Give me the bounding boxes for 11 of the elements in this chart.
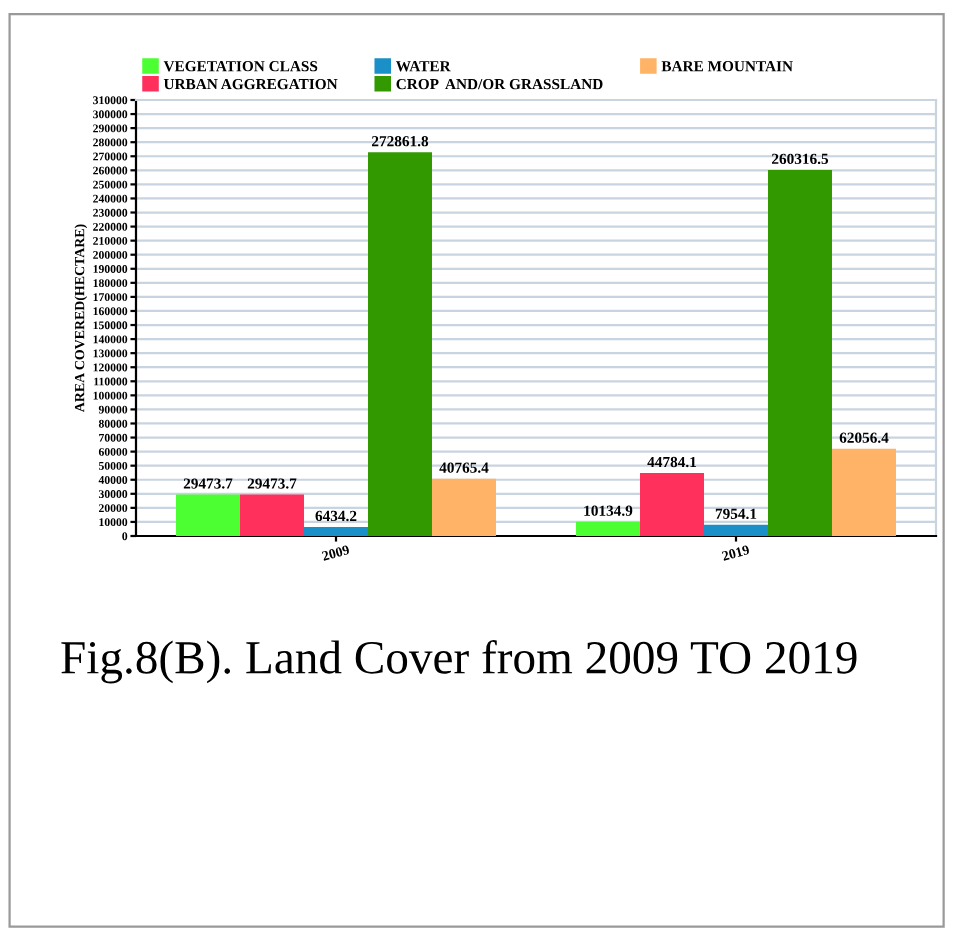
bar: [368, 152, 432, 536]
bar: [304, 526, 368, 536]
bar: [432, 478, 496, 536]
bar: [240, 494, 304, 536]
bar: [576, 521, 640, 536]
bar: [832, 448, 896, 536]
bar: [176, 494, 240, 536]
bar: [640, 473, 704, 536]
bar: [768, 169, 832, 536]
caption: Fig.8(B). Land Cover from 2009 TO 2019: [61, 640, 857, 684]
bar: [704, 524, 768, 536]
